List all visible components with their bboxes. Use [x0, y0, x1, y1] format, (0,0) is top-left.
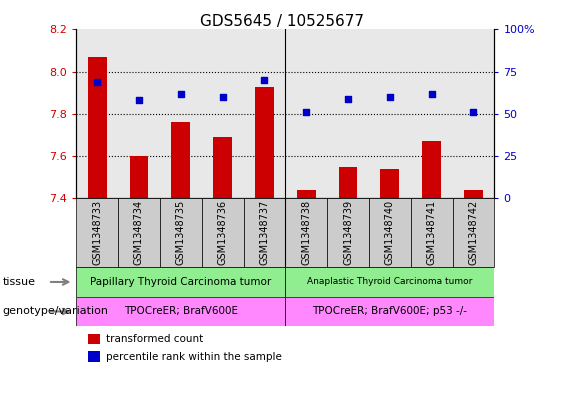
Point: [134, 97, 144, 104]
Point: [427, 90, 436, 97]
Text: GSM1348741: GSM1348741: [427, 200, 437, 265]
Bar: [213, 137, 232, 198]
Bar: [422, 141, 441, 198]
Text: GSM1348736: GSM1348736: [218, 200, 228, 265]
Bar: [369, 198, 411, 267]
Text: GSM1348739: GSM1348739: [343, 200, 353, 265]
Bar: [118, 29, 160, 198]
Bar: [453, 29, 494, 198]
Bar: [76, 267, 285, 297]
Point: [385, 94, 394, 100]
Bar: [285, 267, 494, 297]
Point: [344, 95, 353, 102]
Bar: [88, 334, 100, 344]
Bar: [297, 190, 316, 198]
Bar: [76, 29, 118, 198]
Bar: [411, 198, 453, 267]
Text: TPOCreER; BrafV600E; p53 -/-: TPOCreER; BrafV600E; p53 -/-: [312, 307, 467, 316]
Bar: [464, 190, 483, 198]
Point: [93, 79, 102, 85]
Bar: [285, 198, 327, 267]
Text: genotype/variation: genotype/variation: [3, 307, 109, 316]
Text: GSM1348733: GSM1348733: [92, 200, 102, 265]
Text: TPOCreER; BrafV600E: TPOCreER; BrafV600E: [124, 307, 238, 316]
Bar: [160, 29, 202, 198]
Text: GSM1348734: GSM1348734: [134, 200, 144, 265]
Bar: [76, 198, 118, 267]
Bar: [380, 169, 399, 198]
Bar: [244, 29, 285, 198]
Text: tissue: tissue: [3, 277, 36, 287]
Point: [218, 94, 227, 100]
Text: transformed count: transformed count: [106, 334, 203, 344]
Bar: [369, 29, 411, 198]
Bar: [327, 29, 369, 198]
Bar: [202, 29, 244, 198]
Bar: [76, 297, 285, 326]
Bar: [327, 198, 369, 267]
Bar: [338, 167, 358, 198]
Bar: [88, 351, 100, 362]
Point: [260, 77, 269, 83]
Bar: [129, 156, 149, 198]
Bar: [202, 198, 244, 267]
Bar: [285, 29, 327, 198]
Text: Papillary Thyroid Carcinoma tumor: Papillary Thyroid Carcinoma tumor: [90, 277, 271, 287]
Text: GSM1348735: GSM1348735: [176, 200, 186, 266]
Text: GSM1348738: GSM1348738: [301, 200, 311, 265]
Text: percentile rank within the sample: percentile rank within the sample: [106, 352, 282, 362]
Bar: [160, 198, 202, 267]
Text: GDS5645 / 10525677: GDS5645 / 10525677: [201, 14, 364, 29]
Text: Anaplastic Thyroid Carcinoma tumor: Anaplastic Thyroid Carcinoma tumor: [307, 277, 472, 286]
Text: GSM1348740: GSM1348740: [385, 200, 395, 265]
Text: GSM1348737: GSM1348737: [259, 200, 270, 266]
Bar: [453, 198, 494, 267]
Bar: [285, 297, 494, 326]
Text: GSM1348742: GSM1348742: [468, 200, 479, 266]
Bar: [88, 57, 107, 198]
Bar: [244, 198, 285, 267]
Bar: [118, 198, 160, 267]
Bar: [411, 29, 453, 198]
Point: [469, 109, 478, 116]
Point: [176, 90, 185, 97]
Bar: [255, 86, 274, 198]
Bar: [171, 122, 190, 198]
Point: [302, 109, 311, 116]
